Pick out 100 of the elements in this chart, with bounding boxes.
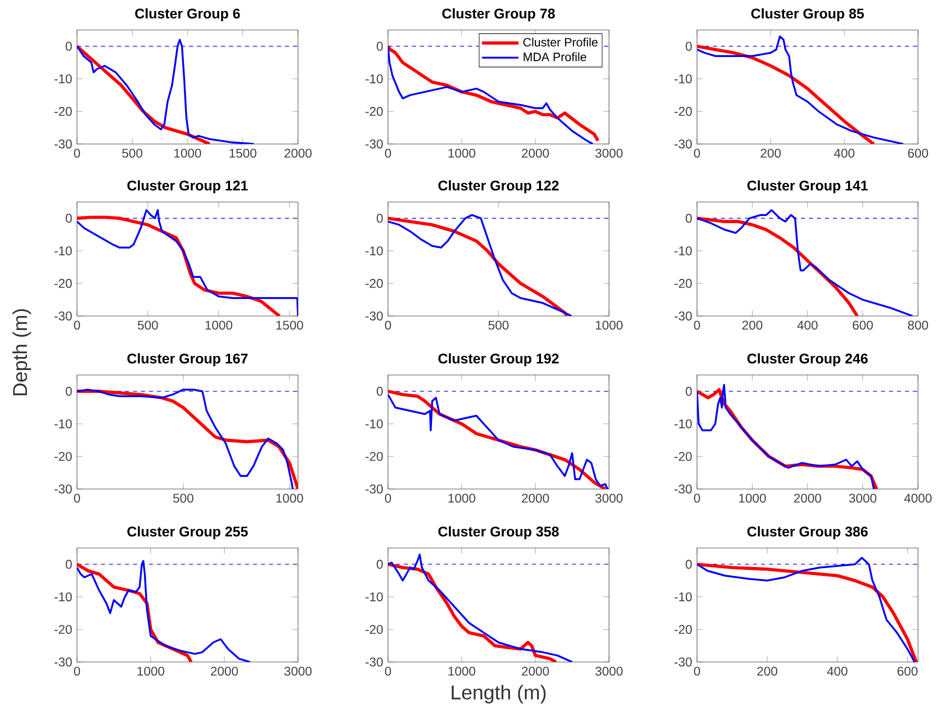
y-tick-label: -10 [54, 74, 72, 84]
chart-title: Cluster Group 167 [127, 353, 248, 366]
y-tick-label: 0 [376, 560, 383, 569]
y-tick-label: -30 [674, 484, 692, 494]
y-tick-label: -20 [674, 452, 692, 461]
chart-title: Cluster Group 246 [747, 353, 868, 366]
chart-title: Cluster Group 358 [438, 526, 559, 540]
legend-label: Cluster Profile [523, 38, 598, 46]
y-tick-label: -10 [366, 246, 383, 256]
y-tick-label: 0 [66, 42, 72, 51]
y-tick-label: -20 [366, 624, 383, 634]
y-tick-label: -20 [54, 278, 72, 288]
x-tick-label: 400 [797, 320, 818, 330]
x-tick-label: 600 [908, 148, 928, 158]
x-tick-label: 3000 [595, 666, 623, 676]
y-tick-label: -10 [674, 246, 692, 256]
x-tick-label: 0 [694, 320, 700, 330]
y-tick-label: -10 [366, 419, 383, 428]
y-tick-label: -10 [54, 419, 72, 428]
x-tick-label: 3000 [595, 494, 623, 503]
chart-title: Cluster Group 78 [442, 8, 555, 22]
x-tick-label: 2000 [210, 666, 238, 676]
y-tick-label: -30 [674, 140, 692, 148]
y-axis-title: Depth (m) [12, 309, 32, 396]
x-axis-title: Length (m) [452, 684, 546, 704]
x-tick-label: 1000 [138, 666, 164, 676]
y-tick-label: -20 [366, 278, 383, 288]
chart-title: Cluster Group 121 [127, 180, 248, 194]
y-tick-label: -30 [674, 312, 692, 320]
x-tick-label: 2000 [522, 494, 549, 503]
x-tick-label: 400 [827, 666, 848, 676]
x-tick-label: 0 [384, 148, 392, 158]
y-tick-label: -20 [674, 624, 692, 634]
y-tick-label: -20 [54, 452, 72, 461]
x-tick-label: 1000 [206, 320, 232, 330]
x-tick-label: 2000 [522, 148, 549, 158]
x-tick-label: 200 [760, 148, 781, 158]
x-tick-label: 500 [122, 148, 142, 158]
x-tick-label: 0 [384, 320, 392, 330]
y-tick-label: 0 [686, 42, 692, 51]
y-tick-label: 0 [376, 214, 383, 223]
y-tick-label: -30 [54, 140, 72, 148]
x-tick-label: 200 [742, 320, 762, 330]
y-tick-label: -30 [54, 312, 72, 320]
chart-title: Cluster Group 6 [135, 8, 240, 22]
x-tick-label: 1000 [596, 320, 623, 330]
y-tick-label: 0 [376, 42, 383, 51]
chart-title: Cluster Group 122 [438, 180, 559, 194]
y-tick-label: 0 [686, 386, 692, 396]
x-tick-label: 2000 [284, 148, 312, 158]
x-tick-label: 1000 [448, 666, 476, 676]
x-tick-label: 1000 [739, 494, 766, 503]
y-tick-label: 0 [686, 560, 692, 569]
chart-title: Cluster Group 192 [438, 353, 559, 366]
y-tick-label: -20 [54, 624, 72, 634]
y-tick-label: -20 [54, 106, 72, 116]
y-tick-label: -30 [54, 484, 72, 494]
x-tick-label: 400 [834, 148, 854, 158]
x-tick-label: 600 [852, 320, 873, 330]
y-tick-label: -30 [366, 140, 383, 148]
x-tick-label: 0 [74, 666, 80, 676]
x-tick-label: 0 [694, 148, 700, 158]
y-tick-label: -20 [674, 278, 692, 288]
y-tick-label: -10 [54, 592, 72, 602]
x-tick-label: 0 [74, 320, 80, 330]
y-tick-label: 0 [66, 386, 72, 396]
chart-title: Cluster Group 386 [747, 526, 868, 540]
y-tick-label: -10 [366, 74, 383, 84]
y-tick-label: -10 [674, 74, 692, 84]
chart-title: Cluster Group 255 [127, 526, 248, 540]
y-tick-label: 0 [376, 386, 383, 396]
x-tick-label: 2000 [794, 494, 822, 503]
y-tick-label: -30 [674, 658, 692, 666]
x-tick-label: 0 [694, 666, 700, 676]
x-tick-label: 0 [694, 494, 700, 503]
y-tick-label: -20 [366, 106, 383, 116]
y-tick-label: -10 [54, 246, 72, 256]
chart-title: Cluster Group 141 [747, 180, 868, 194]
x-tick-label: 0 [74, 148, 80, 158]
y-tick-label: -10 [674, 592, 692, 602]
x-tick-label: 0 [384, 494, 392, 503]
x-tick-label: 4000 [904, 494, 932, 503]
chart-title: Cluster Group 85 [751, 8, 864, 22]
y-tick-label: -20 [674, 106, 692, 116]
x-tick-label: 600 [898, 666, 918, 676]
x-tick-label: 2000 [522, 666, 549, 676]
y-tick-label: 0 [66, 560, 72, 569]
y-tick-label: -10 [674, 419, 692, 428]
y-tick-label: -30 [54, 658, 72, 666]
x-tick-label: 0 [74, 494, 80, 503]
x-tick-label: 1000 [276, 494, 304, 503]
x-tick-label: 1000 [174, 148, 202, 158]
y-tick-label: 0 [686, 214, 692, 223]
y-tick-label: 0 [66, 214, 72, 223]
y-tick-label: -30 [366, 484, 383, 494]
y-tick-label: -20 [366, 452, 383, 461]
x-tick-label: 1500 [276, 320, 304, 330]
y-tick-label: -10 [366, 592, 383, 602]
x-tick-label: 3000 [849, 494, 876, 503]
x-tick-label: 500 [173, 494, 194, 503]
